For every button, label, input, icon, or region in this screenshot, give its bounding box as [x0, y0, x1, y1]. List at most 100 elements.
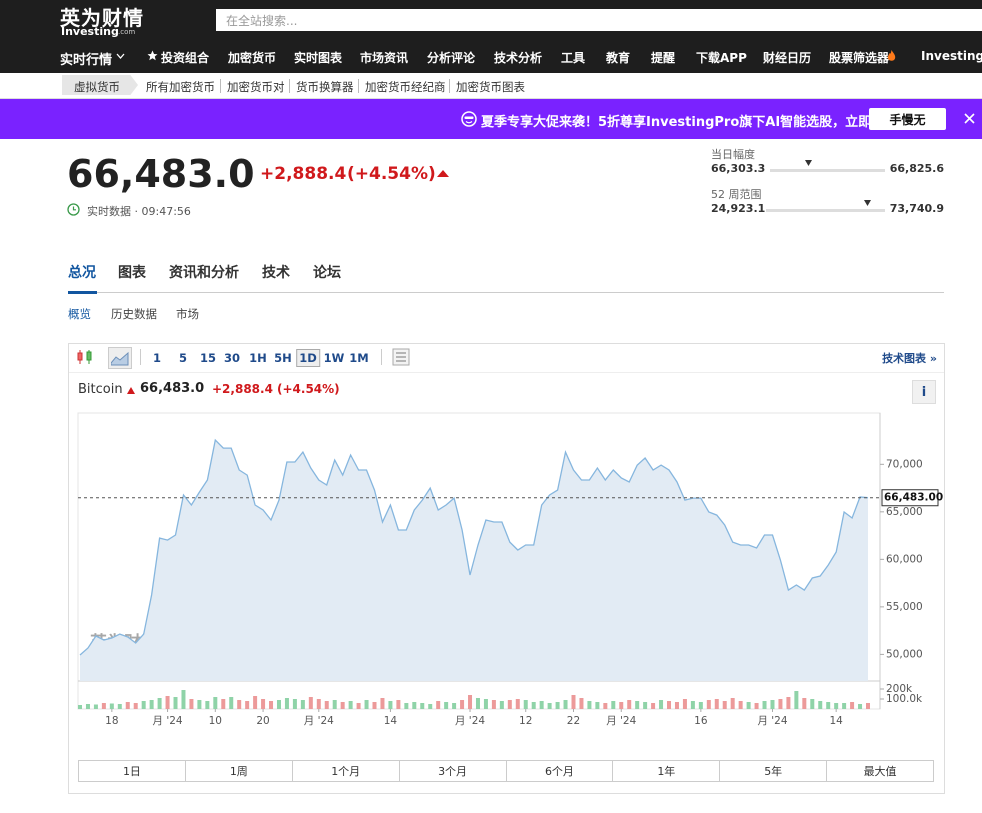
legend-change-pct: (+4.54%): [277, 382, 340, 396]
interval-button[interactable]: 5: [178, 351, 188, 365]
up-arrow: [437, 170, 449, 177]
nav-item[interactable]: 教育: [606, 51, 631, 65]
nav-item[interactable]: 市场资讯: [360, 51, 409, 65]
subtab[interactable]: 市场: [176, 307, 199, 321]
separator: [358, 79, 359, 93]
volume-bar: [165, 696, 170, 709]
nav-item[interactable]: 财经日历: [763, 51, 812, 65]
banner-text[interactable]: 夏季专享大促来袭！5折尊享InvestingPro旗下AI智能选股，立即体验: [481, 115, 898, 130]
nav-item[interactable]: 实时行情: [60, 53, 113, 68]
nav-item[interactable]: 分析评论: [427, 51, 476, 65]
volume-bar: [372, 702, 377, 709]
subnav-item[interactable]: 加密货币图表: [456, 80, 525, 94]
subnav-bar: [0, 73, 982, 99]
subtab[interactable]: 历史数据: [111, 307, 157, 321]
volume-bar: [452, 703, 457, 709]
range-button[interactable]: 3个月: [398, 760, 507, 782]
nav-item[interactable]: 技术分析: [494, 51, 543, 65]
volume-bar: [332, 700, 337, 709]
nav-item[interactable]: 提醒: [651, 51, 676, 65]
tab[interactable]: 论坛: [313, 265, 341, 281]
range-button[interactable]: 1个月: [291, 760, 400, 782]
volume-bar: [205, 701, 210, 709]
range-button[interactable]: 6个月: [505, 760, 614, 782]
nav-item[interactable]: 工具: [561, 51, 586, 65]
price-change-pct: (+4.54%): [347, 164, 436, 184]
range-button[interactable]: 1日: [78, 760, 186, 782]
subnav-item[interactable]: 加密货币对: [227, 80, 285, 94]
volume-bar: [770, 700, 775, 709]
range-button[interactable]: 最大值: [826, 760, 934, 782]
tech-chart-link[interactable]: 技术图表 »: [882, 352, 937, 365]
range-high: 66,825.6: [889, 162, 944, 175]
range-marker: [805, 160, 812, 166]
volume-bar: [722, 701, 727, 709]
y-tick-label: 70,000: [886, 458, 923, 470]
nav-item[interactable]: 下载APP: [696, 51, 747, 65]
subtab[interactable]: 概览: [68, 307, 91, 321]
volume-bar: [611, 701, 616, 709]
status: 实时数据 · 09:47:56: [87, 205, 191, 218]
volume-bar: [834, 703, 839, 709]
indicator-icon[interactable]: [392, 348, 410, 366]
y-tick-label: 65,000: [886, 506, 923, 518]
interval-button[interactable]: 1: [152, 351, 162, 365]
info-button[interactable]: i: [912, 380, 936, 404]
volume-bar: [197, 700, 202, 709]
range-button[interactable]: 1年: [612, 760, 721, 782]
nav-item[interactable]: 股票筛选器: [829, 51, 890, 65]
candles: [77, 350, 92, 364]
range-label: 当日幅度: [711, 148, 755, 161]
interval-button[interactable]: 30: [223, 351, 241, 365]
tab[interactable]: 资讯和分析: [169, 265, 239, 281]
volume-bar: [587, 701, 592, 709]
volume-bar: [85, 704, 90, 709]
tab[interactable]: 技术: [262, 265, 290, 281]
logo[interactable]: 英为财情: [60, 6, 144, 30]
nav-item[interactable]: 投资组合: [161, 51, 210, 65]
star-icon: [147, 50, 158, 61]
candle-icon[interactable]: [76, 348, 94, 366]
subnav-active-bg: [62, 75, 138, 95]
tab[interactable]: 总况: [68, 265, 96, 281]
interval-button[interactable]: 1M: [349, 351, 369, 365]
nav-item[interactable]: 实时图表: [294, 51, 343, 65]
subnav-item[interactable]: 所有加密货币: [146, 80, 215, 94]
volume-bar: [651, 703, 656, 709]
tab[interactable]: 图表: [118, 265, 146, 281]
interval-button[interactable]: 1W: [323, 351, 345, 365]
subnav-item[interactable]: 虚拟货币: [74, 80, 120, 94]
volume-bar: [619, 702, 624, 709]
range-button[interactable]: 1周: [184, 760, 293, 782]
interval-button[interactable]: 15: [199, 351, 217, 365]
subnav-item[interactable]: 加密货币经纪商: [365, 80, 446, 94]
close-button[interactable]: [964, 113, 975, 124]
x-tick-label: 12: [519, 715, 532, 727]
volume-bar: [507, 700, 512, 709]
volume-bar: [380, 698, 385, 709]
volume-bar: [643, 702, 648, 709]
volume-bar: [627, 700, 632, 709]
interval-button[interactable]: 5H: [274, 351, 292, 365]
nav-item[interactable]: 加密货币: [228, 51, 277, 65]
price-change: +2,888.4: [260, 164, 347, 184]
range-button[interactable]: 5年: [719, 760, 828, 782]
search-box[interactable]: [216, 9, 982, 31]
volume-bar: [396, 700, 401, 709]
volume-bar: [221, 699, 226, 709]
volume-bar: [444, 702, 449, 709]
interval-button[interactable]: 1H: [249, 351, 267, 365]
subnav-item[interactable]: 货币换算器: [296, 80, 354, 94]
x-tick-label: 月 '24: [455, 715, 485, 727]
banner-button[interactable]: 手慢无: [869, 108, 946, 130]
interval-button[interactable]: 1D: [296, 349, 320, 367]
search-placeholder: 在全站搜索...: [226, 14, 298, 28]
volume-bar: [149, 700, 154, 709]
triangle: [437, 170, 449, 177]
volume-bar: [682, 699, 687, 709]
volume-bar: [261, 699, 266, 709]
nav-item[interactable]: InvestingPro: [921, 49, 982, 63]
volume-bar: [420, 703, 425, 709]
